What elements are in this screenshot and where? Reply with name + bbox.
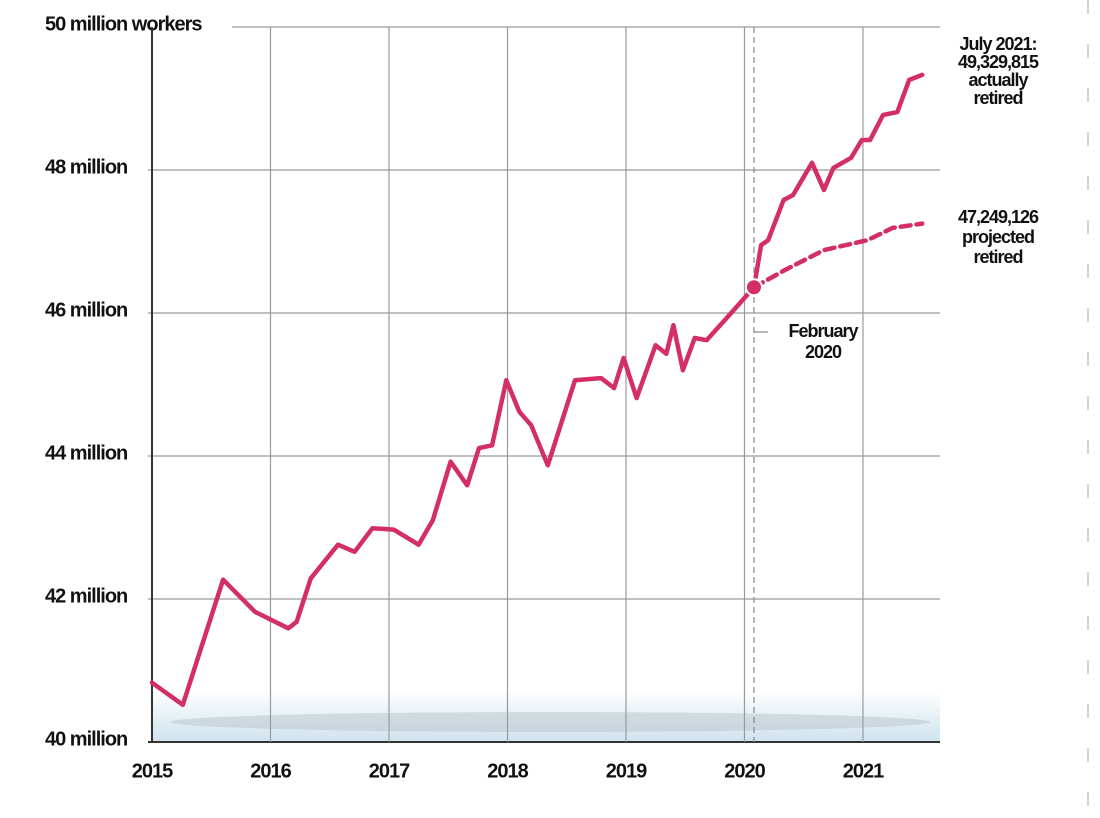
x-tick-label: 2016 (250, 760, 291, 782)
annotation: projected (962, 227, 1034, 247)
x-tick-label: 2019 (606, 760, 647, 782)
shadow (170, 712, 930, 732)
y-tick-label: 40 million (45, 728, 127, 750)
x-tick-label: 2021 (843, 760, 884, 782)
y-tick-label: 46 million (45, 299, 127, 321)
y-tick-label: 44 million (45, 442, 127, 464)
x-tick-label: 2015 (132, 760, 173, 782)
point-marker (744, 278, 763, 297)
x-tick-label: 2020 (724, 760, 765, 782)
annotation: retired (973, 88, 1022, 108)
annotation: retired (973, 247, 1022, 267)
annotation: July 2021: (959, 34, 1036, 54)
annotation: 47,249,126 (958, 207, 1039, 227)
y-tick-label: 42 million (45, 585, 127, 607)
annotation: 49,329,815 (958, 52, 1039, 72)
x-tick-label: 2018 (487, 760, 528, 782)
x-tick-label: 2017 (369, 760, 410, 782)
data-line (149, 72, 925, 708)
y-tick-label: 50 million workers (45, 13, 202, 35)
y-tick-label: 48 million (45, 156, 127, 178)
annotation: February (788, 321, 858, 341)
annotation: actually (968, 70, 1028, 90)
data-line (751, 221, 925, 290)
annotation: 2020 (805, 342, 842, 362)
